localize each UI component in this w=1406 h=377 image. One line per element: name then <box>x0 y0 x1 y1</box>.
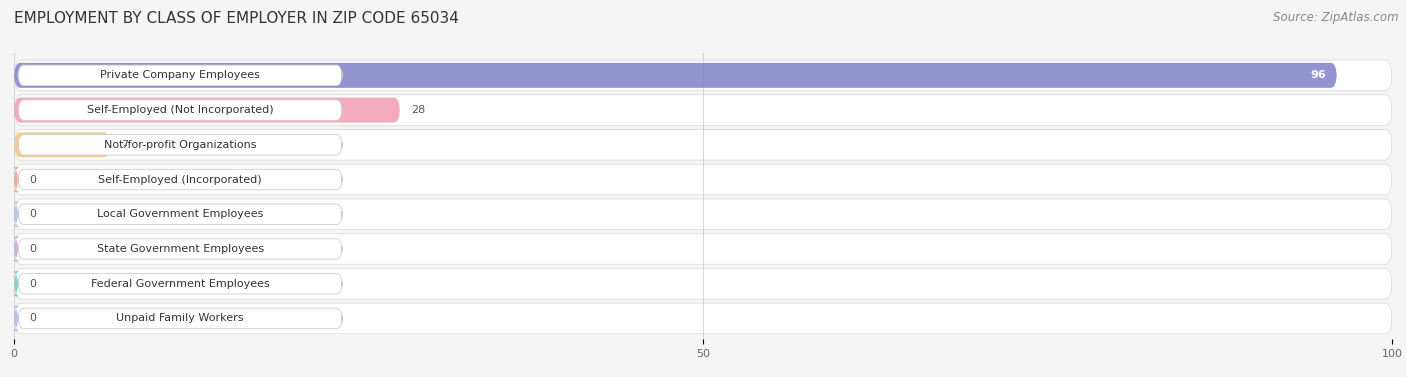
FancyBboxPatch shape <box>14 95 1392 126</box>
FancyBboxPatch shape <box>18 169 342 190</box>
Text: Self-Employed (Not Incorporated): Self-Employed (Not Incorporated) <box>87 105 273 115</box>
Text: 96: 96 <box>1310 70 1326 80</box>
FancyBboxPatch shape <box>18 239 342 259</box>
Text: Federal Government Employees: Federal Government Employees <box>91 279 270 289</box>
Text: Source: ZipAtlas.com: Source: ZipAtlas.com <box>1274 11 1399 24</box>
Text: EMPLOYMENT BY CLASS OF EMPLOYER IN ZIP CODE 65034: EMPLOYMENT BY CLASS OF EMPLOYER IN ZIP C… <box>14 11 458 26</box>
Text: Private Company Employees: Private Company Employees <box>100 70 260 80</box>
FancyBboxPatch shape <box>18 308 342 329</box>
FancyBboxPatch shape <box>14 268 1392 299</box>
Text: 0: 0 <box>30 279 37 289</box>
FancyBboxPatch shape <box>14 98 399 123</box>
Text: 0: 0 <box>30 175 37 185</box>
FancyBboxPatch shape <box>13 306 20 331</box>
FancyBboxPatch shape <box>13 202 20 227</box>
FancyBboxPatch shape <box>14 63 1337 88</box>
Text: Self-Employed (Incorporated): Self-Employed (Incorporated) <box>98 175 262 185</box>
Text: 0: 0 <box>30 313 37 323</box>
FancyBboxPatch shape <box>14 234 1392 264</box>
Text: 0: 0 <box>30 209 37 219</box>
FancyBboxPatch shape <box>18 65 342 86</box>
Text: 0: 0 <box>30 244 37 254</box>
Text: Local Government Employees: Local Government Employees <box>97 209 263 219</box>
FancyBboxPatch shape <box>18 204 342 225</box>
FancyBboxPatch shape <box>18 135 342 155</box>
Text: State Government Employees: State Government Employees <box>97 244 264 254</box>
Text: Not-for-profit Organizations: Not-for-profit Organizations <box>104 140 256 150</box>
FancyBboxPatch shape <box>14 130 1392 160</box>
Text: 28: 28 <box>411 105 425 115</box>
FancyBboxPatch shape <box>14 60 1392 90</box>
FancyBboxPatch shape <box>14 303 1392 334</box>
Text: Unpaid Family Workers: Unpaid Family Workers <box>117 313 243 323</box>
FancyBboxPatch shape <box>14 164 1392 195</box>
FancyBboxPatch shape <box>14 199 1392 230</box>
FancyBboxPatch shape <box>18 100 342 120</box>
FancyBboxPatch shape <box>14 132 111 157</box>
FancyBboxPatch shape <box>13 271 20 296</box>
FancyBboxPatch shape <box>18 273 342 294</box>
FancyBboxPatch shape <box>13 167 20 192</box>
FancyBboxPatch shape <box>13 236 20 262</box>
Text: 7: 7 <box>121 140 129 150</box>
